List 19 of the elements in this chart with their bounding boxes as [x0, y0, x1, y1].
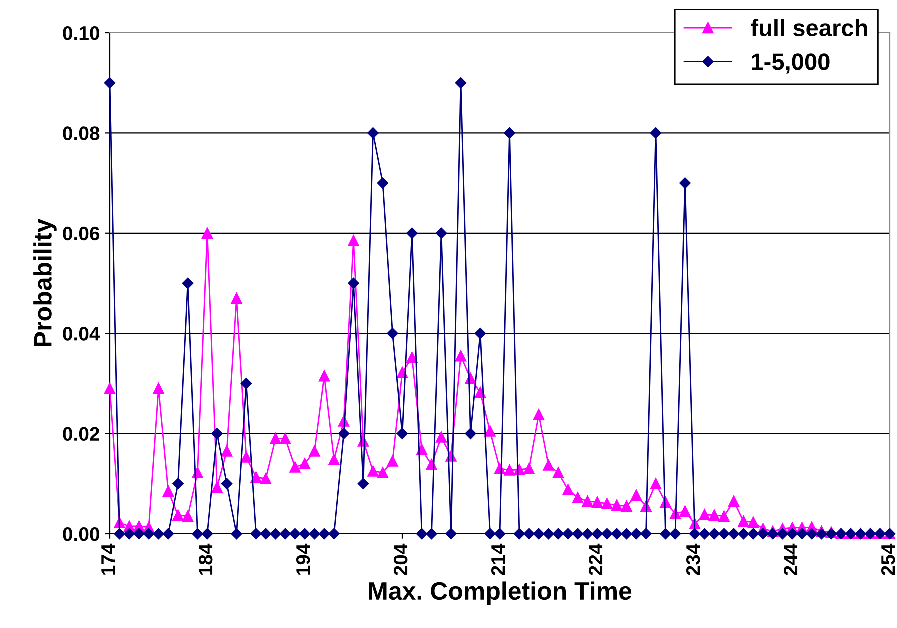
y-axis-title: Probability	[34, 219, 57, 346]
x-tick-label: 184	[198, 544, 213, 575]
x-tick-label: 204	[394, 544, 408, 576]
x-tick-label: 234	[686, 544, 700, 576]
y-tick-label: 0.08	[63, 126, 100, 140]
x-axis-title: Max. Completion Time	[369, 582, 632, 606]
x-tick-label: 214	[491, 544, 506, 576]
x-tick-label: 254	[881, 544, 896, 576]
x-tick-label: 244	[784, 544, 798, 576]
y-tick-label: 0.04	[63, 327, 100, 341]
y-tick-label: 0.10	[63, 26, 100, 40]
legend-label: 1-5,000	[752, 54, 830, 74]
y-tick-label: 0.06	[63, 226, 100, 241]
legend-label: full search	[751, 19, 868, 37]
x-tick-label: 194	[296, 544, 310, 575]
x-tick-label: 224	[588, 544, 603, 576]
y-tick-label: 0.00	[63, 527, 100, 542]
x-tick-label: 174	[102, 544, 116, 575]
y-tick-label: 0.02	[63, 427, 100, 442]
